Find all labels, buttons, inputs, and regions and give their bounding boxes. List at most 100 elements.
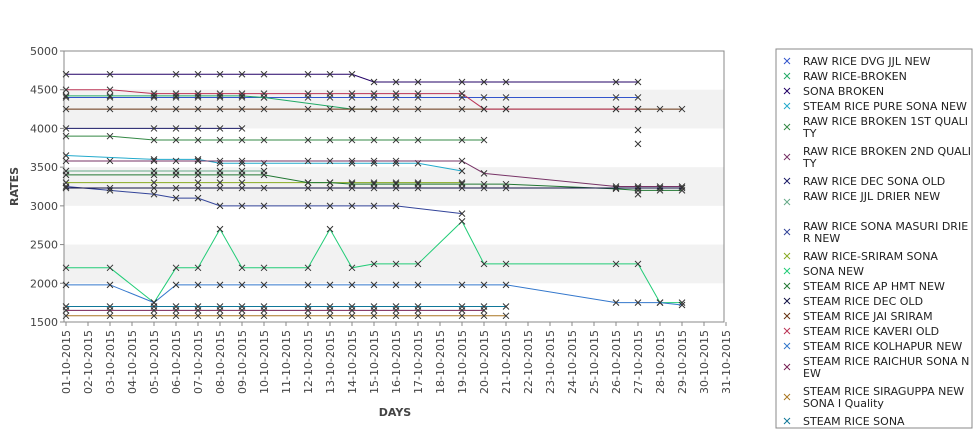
data-point — [634, 184, 642, 192]
data-point — [502, 184, 510, 192]
data-point — [238, 179, 246, 186]
data-point — [326, 179, 334, 186]
data-point — [194, 136, 202, 144]
data-point — [194, 184, 202, 192]
data-point — [656, 184, 664, 192]
data-point — [392, 184, 400, 192]
data-point — [260, 184, 268, 192]
data-point — [260, 136, 268, 144]
data-point — [238, 136, 246, 144]
y-tick-label: 3000 — [30, 200, 58, 213]
data-point — [502, 94, 510, 101]
data-point — [370, 90, 378, 97]
data-point — [326, 225, 334, 233]
data-point — [238, 303, 246, 310]
legend-label: STEAM RICE SONA — [803, 415, 905, 428]
legend-label: RAW RICE DEC SONA OLD — [803, 175, 945, 188]
data-point — [106, 86, 114, 94]
data-point — [326, 312, 334, 320]
series-group — [62, 281, 686, 309]
data-point — [194, 125, 202, 132]
x-tick-label: 13-10-2015 — [324, 330, 337, 394]
data-point — [392, 136, 400, 144]
data-point — [783, 153, 791, 161]
series-group — [62, 132, 488, 144]
data-point — [150, 136, 158, 144]
data-point — [678, 301, 686, 309]
x-tick-label: 14-10-2015 — [346, 330, 359, 394]
data-point — [480, 136, 488, 144]
data-point — [238, 264, 246, 272]
x-tick-label: 26-10-2015 — [610, 330, 623, 394]
legend-label: STEAM RICE SIRAGUPPA NEW — [803, 385, 964, 398]
data-point — [458, 78, 466, 86]
data-point — [348, 202, 356, 210]
data-point — [194, 264, 202, 272]
x-tick-label: 27-10-2015 — [632, 330, 645, 394]
data-point — [458, 136, 466, 144]
legend-label: STEAM RICE AP HMT NEW — [803, 280, 945, 293]
data-point — [304, 281, 312, 289]
data-point — [656, 299, 664, 306]
data-point — [238, 70, 246, 78]
x-tick-label: 20-10-2015 — [478, 330, 491, 394]
legend-label: STEAM RICE DEC OLD — [803, 295, 923, 308]
data-point — [62, 264, 70, 272]
data-point — [238, 90, 246, 97]
data-point — [392, 105, 400, 113]
data-point — [326, 303, 334, 310]
x-tick-label: 12-10-2015 — [302, 330, 315, 394]
data-point — [392, 202, 400, 210]
y-tick-label: 5000 — [30, 45, 58, 58]
series-group — [62, 125, 246, 132]
data-point — [612, 94, 620, 101]
data-point — [480, 105, 488, 113]
data-point — [783, 393, 791, 401]
data-point — [238, 105, 246, 113]
data-point — [458, 90, 466, 97]
data-point — [106, 312, 114, 320]
legend-item: RAW RICE DEC SONA OLD — [783, 175, 945, 188]
data-point — [304, 303, 312, 310]
data-point — [392, 157, 400, 165]
x-tick-label: 11-10-2015 — [280, 330, 293, 394]
data-point — [783, 417, 791, 425]
legend-label: STEAM RICE KAVERI OLD — [803, 325, 939, 338]
series-line — [66, 95, 374, 110]
data-point — [260, 202, 268, 210]
data-point — [348, 157, 356, 165]
data-point — [62, 303, 70, 310]
y-tick-label: 2500 — [30, 239, 58, 252]
data-point — [783, 297, 791, 305]
legend-box — [775, 48, 973, 429]
data-point — [62, 70, 70, 78]
data-point — [238, 157, 246, 165]
data-point — [326, 202, 334, 210]
data-point — [62, 132, 70, 140]
data-point — [304, 157, 312, 165]
data-point — [783, 282, 791, 290]
data-point — [612, 299, 620, 306]
data-point — [62, 179, 70, 186]
data-point — [172, 194, 180, 202]
x-tick-label: 31-10-2015 — [720, 330, 733, 394]
data-point — [260, 281, 268, 289]
legend-label: TY — [802, 127, 817, 140]
data-point — [783, 327, 791, 335]
data-point — [458, 303, 466, 310]
data-point — [150, 190, 158, 198]
data-point — [172, 281, 180, 289]
y-tick-label: 4000 — [30, 122, 58, 135]
x-tick-label: 09-10-2015 — [236, 330, 249, 394]
legend-label: RAW RICE-BROKEN — [803, 70, 907, 83]
data-point — [62, 157, 70, 165]
series-group — [62, 86, 642, 113]
data-point — [106, 70, 114, 78]
legend-item: STEAM RICE SONA — [783, 415, 905, 428]
data-point — [194, 105, 202, 113]
data-point — [634, 190, 642, 198]
data-point — [304, 264, 312, 272]
data-point — [106, 132, 114, 140]
